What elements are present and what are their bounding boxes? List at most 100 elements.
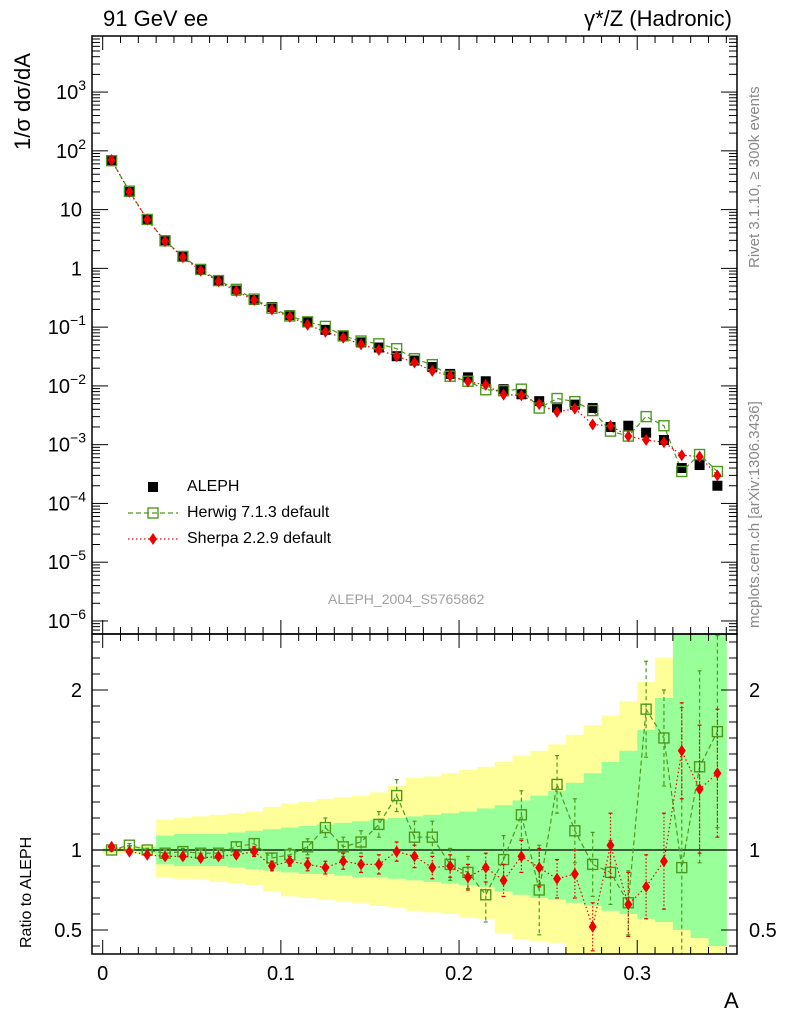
ratio-point-s1-1 — [125, 845, 134, 858]
main-point-s0-29 — [623, 420, 634, 431]
legend-marks — [128, 482, 178, 545]
main-point-s2-17 — [410, 356, 419, 369]
ratio-point-s1-7 — [232, 848, 241, 861]
ratio-point-s0-23 — [515, 809, 528, 821]
ratio-frame — [91, 633, 738, 955]
ratio-point-s1-9 — [267, 860, 276, 872]
main-point-s2-15 — [374, 343, 383, 356]
ratio-point-s1-19 — [446, 860, 455, 872]
ratio-y-tick-label-right-2: 2 — [749, 680, 760, 702]
main-point-s0-33 — [694, 460, 705, 471]
main-point-s2-10 — [285, 310, 294, 323]
main-point-s2-16 — [392, 350, 401, 363]
main-point-s2-0 — [107, 153, 116, 166]
main-point-s2-21 — [481, 378, 490, 391]
main-point-s2-28 — [606, 419, 615, 432]
header-right: γ*/Z (Hadronic) — [584, 6, 732, 31]
main-point-s2-6 — [214, 275, 223, 288]
main-point-s2-13 — [339, 331, 348, 344]
main-point-s2-34 — [713, 469, 722, 482]
ratio-point-s0-27 — [586, 858, 599, 871]
main-point-s2-33 — [695, 450, 704, 463]
main-point-s1-31 — [658, 420, 670, 432]
ratio-point-s1-3 — [161, 850, 170, 863]
ratio-point-s1-23 — [517, 850, 526, 863]
ratio-point-s1-27 — [588, 920, 597, 933]
main-point-s2-24 — [535, 398, 544, 411]
ratio-point-s1-29 — [624, 898, 633, 911]
ratio-point-s0-16 — [390, 789, 403, 802]
legend-label-sherpa: Sherpa 2.2.9 default — [187, 530, 332, 547]
band-inner-bin-30 — [637, 730, 656, 919]
band-inner-bin-17 — [405, 816, 424, 881]
ratio-point-s0-24 — [533, 884, 545, 896]
ratio-point-s0-14 — [355, 836, 367, 848]
ratio-point-s1-22 — [499, 874, 508, 887]
ratio-point-s1-26 — [570, 868, 579, 880]
ratio-point-s1-33 — [695, 783, 704, 796]
legend-marker-1 — [147, 507, 159, 519]
band-inner-bin-28 — [601, 762, 620, 911]
main-point-s2-14 — [357, 338, 366, 351]
x-tick-label-3: 0.3 — [623, 963, 651, 985]
band-inner-bin-12 — [316, 824, 335, 874]
ratio-point-s1-20 — [463, 871, 472, 884]
ratio-y-tick-label-right-1: 1 — [749, 840, 760, 862]
main-point-s2-3 — [161, 235, 170, 248]
ratio-point-s0-15 — [373, 818, 385, 831]
ratio-point-s1-10 — [285, 855, 294, 868]
main-point-s2-23 — [517, 389, 526, 402]
main-point-s2-26 — [570, 402, 579, 415]
y-tick-label-7: 10 — [60, 200, 82, 222]
ratio-point-s0-34 — [711, 725, 724, 738]
main-point-s2-18 — [428, 364, 437, 377]
ratio-point-s0-18 — [426, 831, 439, 843]
legend-label-aleph: ALEPH — [187, 478, 240, 495]
main-point-s1-30 — [640, 410, 652, 423]
y-tick-label-1: 10−5 — [48, 547, 86, 574]
legend-label-herwig: Herwig 7.1.3 default — [187, 504, 330, 521]
ratio-point-s1-32 — [677, 744, 686, 757]
main-point-s2-20 — [463, 375, 472, 388]
x-tick-label-2: 0.2 — [445, 963, 473, 985]
ratio-point-s1-16 — [392, 845, 401, 858]
ratio-series-layer — [105, 634, 724, 955]
main-point-s2-27 — [588, 418, 597, 431]
y-axis-label: 1/σ dσ/dA — [10, 53, 35, 150]
y-tick-label-9: 103 — [56, 77, 86, 104]
main-point-s0-30 — [641, 427, 652, 438]
ratio-point-s1-6 — [214, 850, 223, 863]
main-point-s2-2 — [143, 213, 152, 226]
main-point-s1-27 — [586, 404, 599, 417]
band-inner-bin-15 — [369, 819, 389, 878]
band-inner-bin-31 — [655, 698, 674, 922]
main-point-s2-8 — [250, 293, 259, 306]
y-tick-label-8: 102 — [56, 136, 86, 163]
y-tick-label-6: 1 — [71, 258, 82, 280]
main-line-1 — [111, 160, 718, 473]
ratio-point-s1-31 — [659, 855, 668, 868]
axes-layer: 0 0.1 0.2 0.3 10−6 10−5 10−4 10−3 10−2 10−1 1 10 102… — [48, 35, 777, 985]
ratio-point-s0-25 — [551, 778, 563, 791]
ratio-y-axis-label: Ratio to ALEPH — [18, 836, 35, 948]
main-point-s2-7 — [232, 285, 241, 298]
rivet-version-label: Rivet 3.1.10, ≥ 300k events — [746, 86, 763, 268]
ratio-point-s0-26 — [569, 825, 581, 837]
ratio-y-tick-label-left-2: 2 — [71, 680, 82, 702]
ratio-point-s1-2 — [143, 848, 152, 861]
x-tick-label-1: 0.1 — [267, 963, 295, 985]
main-point-s0-32 — [676, 463, 687, 474]
y-tick-label-4: 10−2 — [48, 371, 86, 398]
y-tick-label-5: 10−1 — [48, 312, 86, 339]
ratio-point-s1-5 — [196, 852, 205, 864]
ratio-point-s0-31 — [658, 732, 670, 744]
main-point-s2-1 — [125, 185, 134, 198]
ratio-point-s1-21 — [481, 861, 490, 874]
ratio-point-s1-12 — [321, 861, 330, 874]
band-inner-bin-25 — [548, 790, 567, 900]
ratio-point-s1-30 — [642, 880, 651, 893]
main-point-s1-32 — [676, 465, 688, 478]
main-series-layer — [105, 153, 724, 491]
main-point-s1-25 — [551, 392, 563, 405]
